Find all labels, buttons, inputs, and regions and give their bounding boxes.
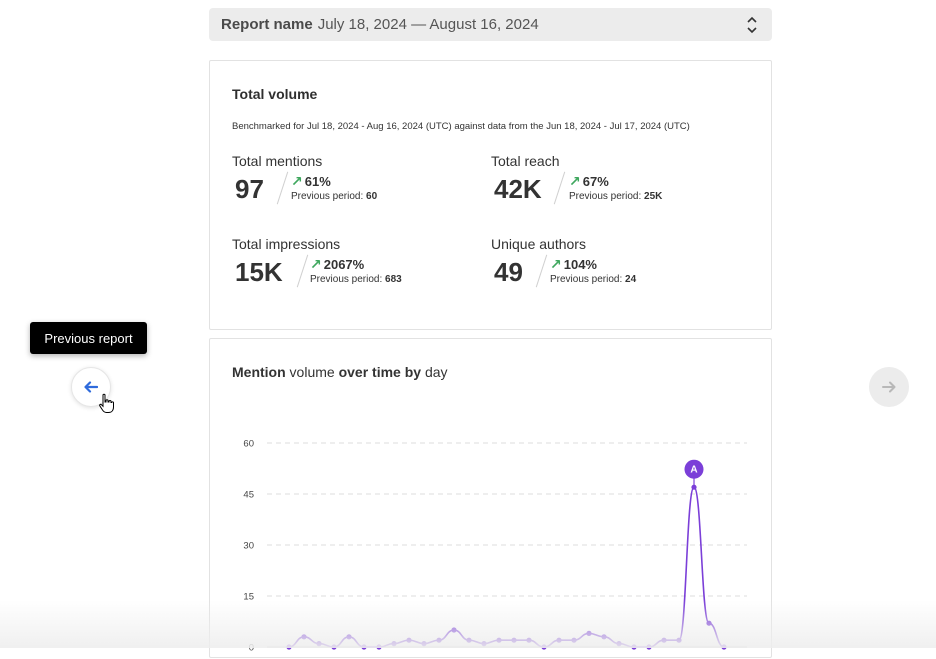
y-tick-label: 30 bbox=[243, 541, 254, 552]
metric-label: Total reach bbox=[491, 153, 560, 169]
metric-value: 49 bbox=[494, 257, 523, 287]
metric-previous: Previous period: 683 bbox=[310, 274, 402, 285]
metric-label: Unique authors bbox=[491, 236, 586, 252]
metric-previous: Previous period: 60 bbox=[291, 191, 378, 202]
previous-report-tooltip: Previous report bbox=[30, 322, 147, 354]
report-name-label: Report name bbox=[221, 16, 313, 33]
divider bbox=[296, 254, 309, 288]
metric-value: 15K bbox=[235, 257, 283, 287]
metric-value: 42K bbox=[494, 174, 542, 204]
divider bbox=[553, 171, 566, 205]
divider bbox=[276, 171, 289, 205]
bottom-fade bbox=[0, 600, 936, 648]
divider bbox=[535, 254, 548, 288]
chevron-up-down-icon bbox=[747, 16, 757, 34]
report-selector[interactable]: Report name July 18, 2024 — August 16, 2… bbox=[209, 8, 772, 41]
metric-previous: Previous period: 25K bbox=[569, 191, 663, 202]
metric-unique-authors: Unique authors 49 ↗ 104% Previous period:… bbox=[491, 236, 741, 306]
metric-change: ↗ 2067% bbox=[310, 256, 365, 272]
arrow-right-icon bbox=[882, 381, 896, 393]
metric-label: Total mentions bbox=[232, 153, 323, 169]
metric-change: ↗ 67% bbox=[569, 173, 609, 189]
total-volume-title: Total volume bbox=[232, 86, 318, 102]
metric-total-impressions: Total impressions 15K ↗ 2067% Previous pe… bbox=[232, 236, 482, 306]
annotation-label: A bbox=[690, 465, 697, 476]
chart-title: Mention volume over time by day bbox=[232, 364, 448, 380]
trend-up-icon: ↗ bbox=[291, 173, 303, 189]
arrow-left-icon bbox=[84, 381, 98, 393]
hand-cursor-icon bbox=[99, 393, 114, 413]
metric-total-reach: Total reach 42K ↗ 67% Previous period: 25… bbox=[491, 153, 741, 223]
y-tick-label: 15 bbox=[243, 592, 254, 603]
annotation-marker bbox=[684, 459, 704, 479]
metric-value: 97 bbox=[235, 174, 264, 204]
metric-change: ↗ 61% bbox=[291, 173, 331, 189]
report-date-range: July 18, 2024 — August 16, 2024 bbox=[317, 16, 539, 33]
y-tick-label: 60 bbox=[243, 439, 254, 450]
y-tick-label: 45 bbox=[243, 490, 254, 501]
metric-total-mentions: Total mentions 97 ↗ 61% Previous period: … bbox=[232, 153, 482, 223]
trend-up-icon: ↗ bbox=[569, 173, 581, 189]
benchmark-text: Benchmarked for Jul 18, 2024 - Aug 16, 2… bbox=[232, 121, 690, 132]
trend-up-icon: ↗ bbox=[550, 256, 562, 272]
total-volume-card: Total volume Benchmarked for Jul 18, 202… bbox=[209, 60, 772, 330]
metric-previous: Previous period: 24 bbox=[550, 274, 637, 285]
next-report-button[interactable] bbox=[869, 367, 909, 407]
trend-up-icon: ↗ bbox=[310, 256, 322, 272]
metric-label: Total impressions bbox=[232, 236, 341, 252]
metric-change: ↗ 104% bbox=[550, 256, 597, 272]
